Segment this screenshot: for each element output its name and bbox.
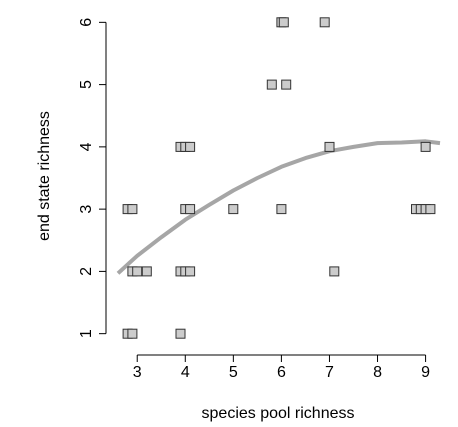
data-point: [228, 204, 239, 215]
x-tick-label: 6: [277, 364, 286, 381]
data-point: [420, 141, 431, 152]
data-point: [185, 141, 196, 152]
y-tick-label: 2: [78, 267, 95, 276]
data-point: [324, 141, 335, 152]
trend-line: [116, 139, 441, 275]
y-tick-label: 5: [78, 80, 95, 89]
data-point: [281, 79, 292, 90]
x-ticks: 3 4 5 6 7 8 9: [133, 355, 430, 381]
data-point: [266, 79, 277, 90]
data-points: [122, 17, 436, 339]
data-point: [127, 204, 138, 215]
data-point: [175, 328, 186, 339]
x-tick-label: 7: [325, 364, 334, 381]
data-point: [141, 266, 152, 277]
x-tick-label: 3: [133, 364, 142, 381]
y-axis-label: end state richness: [36, 111, 53, 241]
y-tick-label: 4: [78, 142, 95, 151]
x-tick-label: 9: [421, 364, 430, 381]
data-point: [185, 266, 196, 277]
data-point: [276, 204, 287, 215]
data-point: [278, 17, 289, 28]
x-tick-label: 5: [229, 364, 238, 381]
data-point: [185, 204, 196, 215]
data-point: [319, 17, 330, 28]
trend-line-group: [116, 139, 441, 275]
data-point: [127, 328, 138, 339]
data-point: [329, 266, 340, 277]
data-point: [425, 204, 436, 215]
axes: 3 4 5 6 7 8 9 1 2 3 4 5 6: [78, 18, 430, 381]
y-tick-label: 6: [78, 18, 95, 27]
y-tick-label: 3: [78, 205, 95, 214]
y-tick-label: 1: [78, 329, 95, 338]
x-tick-label: 8: [373, 364, 382, 381]
y-ticks: 1 2 3 4 5 6: [78, 18, 106, 338]
data-point: [132, 266, 143, 277]
x-tick-label: 4: [181, 364, 190, 381]
x-axis-label: species pool richness: [202, 405, 355, 422]
